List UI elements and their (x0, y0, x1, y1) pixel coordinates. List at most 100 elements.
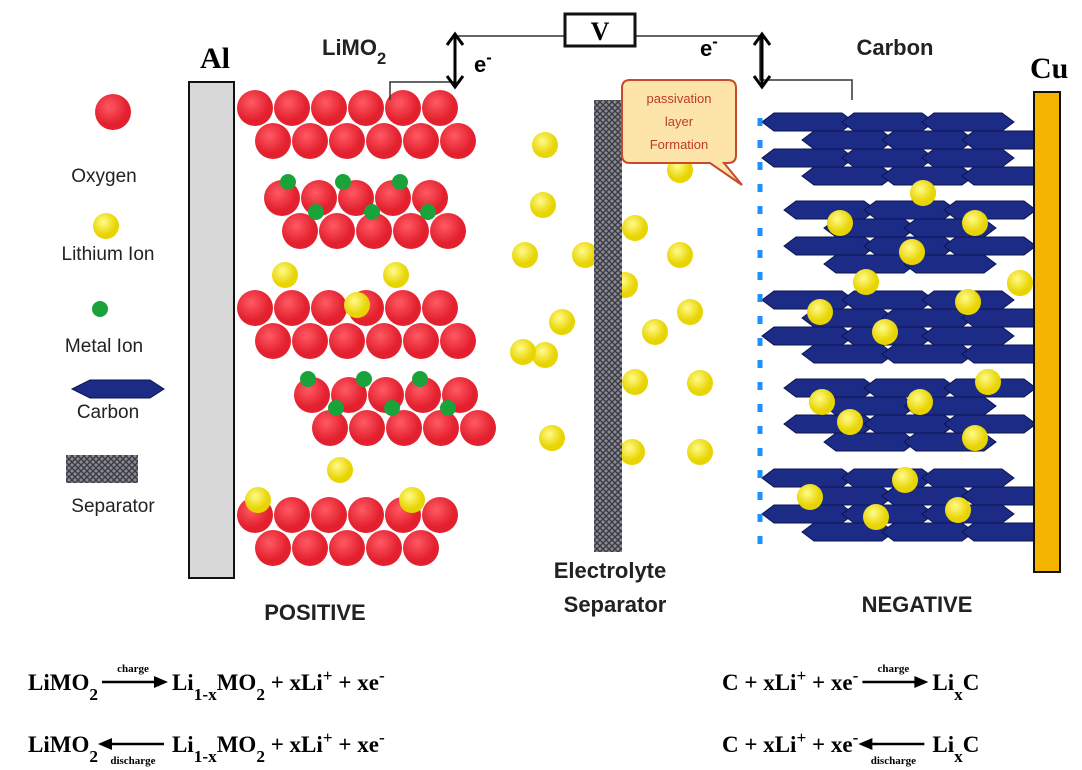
legend-label: Metal Ion (65, 336, 143, 357)
oxygen-atom (422, 90, 458, 126)
text-part: Li (172, 670, 194, 695)
separator-label: Separator (564, 592, 667, 617)
arrow-head (154, 676, 168, 688)
callout-text: passivation (646, 91, 711, 106)
lithium-ion (532, 132, 558, 158)
lithium-ion (962, 210, 988, 236)
lithium-ion (512, 242, 538, 268)
text-part: 2 (256, 747, 265, 766)
oxygen-atom (237, 90, 273, 126)
carbon-sheet (802, 167, 894, 185)
text-part: LiMO (28, 732, 89, 757)
oxygen-atom (312, 410, 348, 446)
legend-label: Lithium Ion (62, 244, 155, 265)
text-part: e (474, 52, 486, 77)
lithium-ion (827, 210, 853, 236)
lithium-ion (383, 262, 409, 288)
oxygen-atom (329, 123, 365, 159)
text-part: e (700, 36, 712, 61)
equation-right: LixC (932, 732, 979, 766)
text-part: Li (172, 732, 194, 757)
text-part: + xe (806, 670, 852, 695)
separator (594, 100, 622, 552)
al-label: Al (200, 42, 230, 75)
copper-plate (1034, 92, 1060, 572)
lithium-ion (327, 457, 353, 483)
text-part: LiMO (28, 670, 89, 695)
carbon-sheet (864, 201, 956, 219)
lithium-ion (687, 439, 713, 465)
legend-lithium (93, 213, 119, 239)
legend-label: Separator (71, 496, 155, 517)
oxygen-atom (403, 530, 439, 566)
lithium-ion (539, 425, 565, 451)
text-part: - (486, 49, 492, 67)
oxygen-atom (422, 497, 458, 533)
metal-ion (364, 204, 380, 220)
oxygen-atom (329, 530, 365, 566)
text-part: + (323, 728, 333, 747)
text-part: + xe (333, 732, 379, 757)
lithium-ion (872, 319, 898, 345)
equation-left: LiMO2 (28, 732, 98, 766)
anode-label: Carbon (857, 35, 934, 60)
metal-ion (420, 204, 436, 220)
aluminium-plate (189, 82, 234, 578)
text-part: 1-x (194, 685, 217, 704)
equations: LiMO2chargeLi1-xMO2 + xLi+ + xe-LiMO2dis… (28, 663, 979, 767)
metal-ion (392, 174, 408, 190)
metal-ion (412, 371, 428, 387)
lithium-ion (344, 292, 370, 318)
text-part: C (963, 732, 980, 757)
text-part: Li (932, 670, 954, 695)
oxygen-atom (292, 530, 328, 566)
text-part: C + xLi (722, 670, 797, 695)
carbon-sheet (944, 237, 1036, 255)
oxygen-atom (255, 530, 291, 566)
lithium-ion (907, 389, 933, 415)
text-part: C (963, 670, 980, 695)
metal-ion (328, 400, 344, 416)
electron-arrow (447, 34, 463, 87)
oxygen-atom (348, 90, 384, 126)
equation-right: LixC (932, 670, 979, 704)
carbon-sheet (802, 131, 894, 149)
oxygen-atom (349, 410, 385, 446)
legend-label: Oxygen (71, 166, 136, 187)
equation-left: C + xLi+ + xe- (722, 666, 859, 696)
carbon-sheet (922, 149, 1014, 167)
carbon-sheet (882, 523, 974, 541)
lithium-ion (622, 215, 648, 241)
oxygen-atom (311, 90, 347, 126)
lithium-ion (399, 487, 425, 513)
arrow-head (914, 676, 928, 688)
lithium-ion (910, 180, 936, 206)
metal-ion (440, 400, 456, 416)
negative-label: NEGATIVE (862, 592, 973, 617)
legend-oxygen (95, 94, 131, 130)
text-part: C + xLi (722, 732, 797, 757)
text-part: - (379, 666, 385, 685)
lithium-ion (245, 487, 271, 513)
text-part: - (853, 728, 859, 747)
lithium-ion (619, 439, 645, 465)
lithium-ion (549, 309, 575, 335)
cu-label: Cu (1030, 52, 1068, 85)
oxygen-atom (329, 323, 365, 359)
oxygen-atom (440, 123, 476, 159)
electron-arrow (754, 34, 770, 87)
metal-ion (384, 400, 400, 416)
separator-label: Electrolyte (554, 558, 667, 583)
oxygen-atom (385, 290, 421, 326)
cathode-label: LiMO2 (322, 35, 386, 68)
carbon-sheet (762, 291, 854, 309)
text-part: 2 (377, 50, 386, 68)
carbon-sheet (824, 433, 916, 451)
oxygen-atom (311, 290, 347, 326)
text-part: + (796, 728, 806, 747)
lithium-ion (530, 192, 556, 218)
carbon-sheet (842, 291, 934, 309)
lithium-ion (945, 497, 971, 523)
text-part: + (796, 666, 806, 685)
carbon-sheet (842, 149, 934, 167)
